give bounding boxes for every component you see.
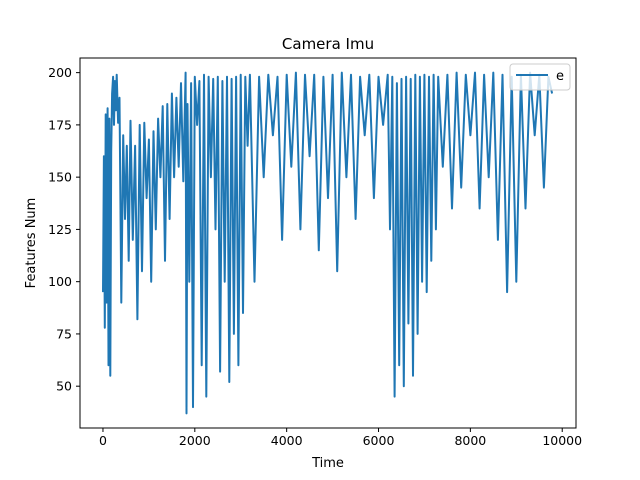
x-tick-label: 10000 [542, 433, 582, 448]
chart-title: Camera Imu [282, 35, 374, 53]
series-line-e [102, 71, 554, 415]
y-tick-label: 200 [48, 65, 72, 80]
legend-label-e: e [556, 69, 564, 84]
x-tick-label: 8000 [454, 433, 486, 448]
y-tick-label: 100 [48, 274, 72, 289]
plot-frame [79, 57, 577, 429]
y-tick-label: 175 [48, 117, 72, 132]
legend: e [509, 63, 571, 91]
y-axis-label: Features Num [24, 198, 39, 289]
x-tick-label: 6000 [363, 433, 395, 448]
legend-box [509, 63, 571, 91]
y-tick-label: 75 [56, 326, 72, 341]
x-tick-label: 0 [99, 433, 107, 448]
y-tick-label: 50 [56, 379, 72, 394]
x-axis-label: Time [311, 456, 344, 471]
x-tick-label: 2000 [179, 433, 211, 448]
y-tick-label: 125 [48, 222, 72, 237]
x-tick-label: 4000 [271, 433, 303, 448]
y-tick-label: 150 [48, 170, 72, 185]
